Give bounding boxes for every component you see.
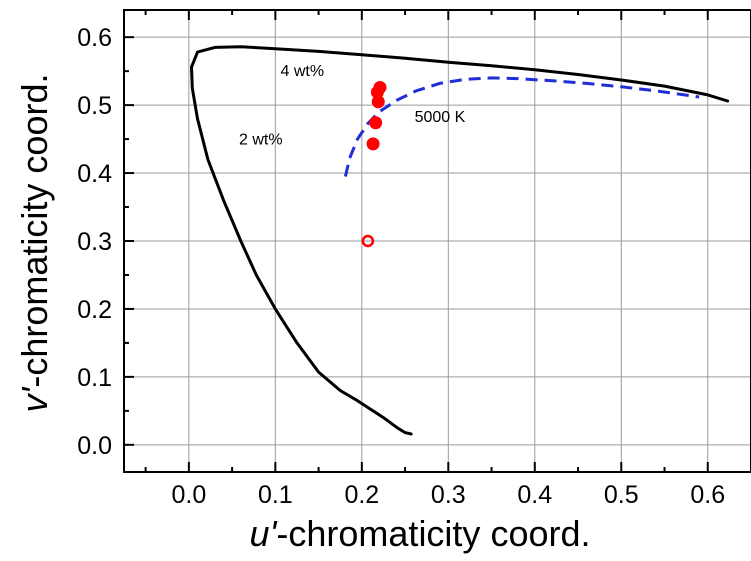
y-axis-title-text: -chromaticity coord. <box>14 74 55 388</box>
annotation-label: 2 wt% <box>239 132 283 149</box>
sample-point-filled <box>370 85 384 99</box>
sample-point-open <box>361 234 375 248</box>
annotations: 4 wt% 5000 K 2 wt% <box>239 63 466 149</box>
x-axis-title-text: -chromaticity coord. <box>276 513 590 554</box>
y-tick-label: 0.4 <box>77 160 112 188</box>
x-tick-label: 0.3 <box>431 481 466 509</box>
annotation-label: 4 wt% <box>281 63 325 80</box>
y-tick-label: 0.1 <box>77 364 112 392</box>
y-axis-variable: v' <box>14 386 55 412</box>
axis-ticks <box>124 10 751 472</box>
x-tick-label: 0.1 <box>258 481 293 509</box>
x-tick-label: 0.0 <box>171 481 206 509</box>
sample-point-filled <box>366 137 380 151</box>
x-tick-labels: 0.0 0.1 0.2 0.3 0.4 0.5 0.6 <box>171 481 725 509</box>
sample-points <box>361 80 387 248</box>
y-tick-label: 0.3 <box>77 228 112 256</box>
y-tick-labels: 0.0 0.1 0.2 0.3 0.4 0.5 0.6 <box>77 24 112 460</box>
x-tick-label: 0.6 <box>690 481 725 509</box>
y-tick-label: 0.5 <box>77 92 112 120</box>
y-tick-label: 0.2 <box>77 296 112 324</box>
y-tick-label: 0.0 <box>77 432 112 460</box>
x-tick-label: 0.5 <box>604 481 639 509</box>
planckian-locus-line <box>343 76 700 177</box>
annotation-label: 5000 K <box>415 109 466 126</box>
y-axis-title: v'-chromaticity coord. <box>14 74 55 413</box>
sample-point-filled <box>369 116 383 130</box>
spectral-locus-line <box>190 45 730 436</box>
sample-point-filled <box>371 95 385 109</box>
y-tick-label: 0.6 <box>77 24 112 52</box>
x-tick-label: 0.4 <box>517 481 552 509</box>
x-tick-label: 0.2 <box>344 481 379 509</box>
x-axis-title: u'-chromaticity coord. <box>250 513 591 554</box>
x-axis-variable: u' <box>250 513 278 554</box>
plot-content <box>190 45 730 436</box>
